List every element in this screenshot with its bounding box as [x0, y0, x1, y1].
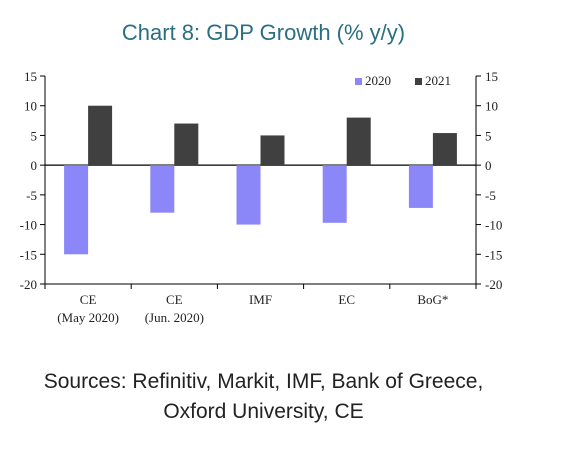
y-tick-label-right: -15: [485, 247, 502, 262]
y-tick-label-left: -15: [20, 247, 37, 262]
y-tick-label-right: 0: [485, 158, 492, 173]
x-tick-label: CE: [80, 292, 97, 307]
y-tick-label-right: 5: [485, 128, 492, 143]
chart-axes: [40, 75, 481, 289]
bar-2021-0: [88, 105, 113, 166]
y-tick-label-right: -20: [485, 277, 502, 292]
sources-line-2: Oxford University, CE: [163, 400, 364, 423]
y-tick-label-left: -20: [20, 277, 37, 292]
legend-label-2021: 2021: [425, 73, 451, 88]
legend-swatch-2021: [415, 78, 422, 85]
x-tick-label: (May 2020): [57, 310, 119, 325]
y-tick-label-left: 15: [24, 69, 37, 84]
x-tick-label: CE: [166, 292, 183, 307]
bar-2021-4: [432, 133, 457, 166]
bar-2020-0: [64, 165, 89, 255]
bar-2020-4: [408, 165, 433, 208]
y-tick-label-left: -10: [20, 218, 37, 233]
chart-labels: 15 15 10 10 5 5 0 0 -5 -5 -10 -10 -15 -15 -20 -20 CE (May…: [20, 69, 503, 325]
legend-label-2020: 2020: [365, 73, 391, 88]
y-tick-label-right: -5: [485, 188, 496, 203]
y-tick-label-left: -5: [26, 188, 37, 203]
x-tick-label: EC: [338, 292, 355, 307]
bar-2021-1: [174, 123, 199, 166]
bar-2020-1: [150, 165, 175, 213]
chart-legend: 2020 2021: [355, 73, 451, 88]
y-tick-label-right: -10: [485, 218, 502, 233]
sources-line-1: Sources: Refinitiv, Markit, IMF, Bank of…: [43, 370, 484, 393]
y-tick-label-right: 10: [485, 99, 498, 114]
bar-2020-2: [236, 165, 261, 225]
bar-2021-2: [260, 135, 285, 166]
x-tick-label: (Jun. 2020): [145, 310, 204, 325]
bar-2021-3: [346, 117, 371, 166]
y-tick-label-left: 10: [24, 99, 37, 114]
y-tick-label-right: 15: [485, 69, 498, 84]
bar-chart: 15 15 10 10 5 5 0 0 -5 -5 -10 -10 -15 -15 -20 -20 CE (May…: [20, 69, 503, 325]
x-tick-label: IMF: [249, 292, 272, 307]
x-tick-label: BoG*: [417, 292, 448, 307]
bar-2020-3: [322, 165, 347, 223]
y-tick-label-left: 0: [31, 158, 38, 173]
y-tick-label-left: 5: [31, 128, 38, 143]
chart-title: Chart 8: GDP Growth (% y/y): [121, 20, 406, 45]
chart-bars: [64, 105, 457, 255]
legend-swatch-2020: [355, 78, 362, 85]
